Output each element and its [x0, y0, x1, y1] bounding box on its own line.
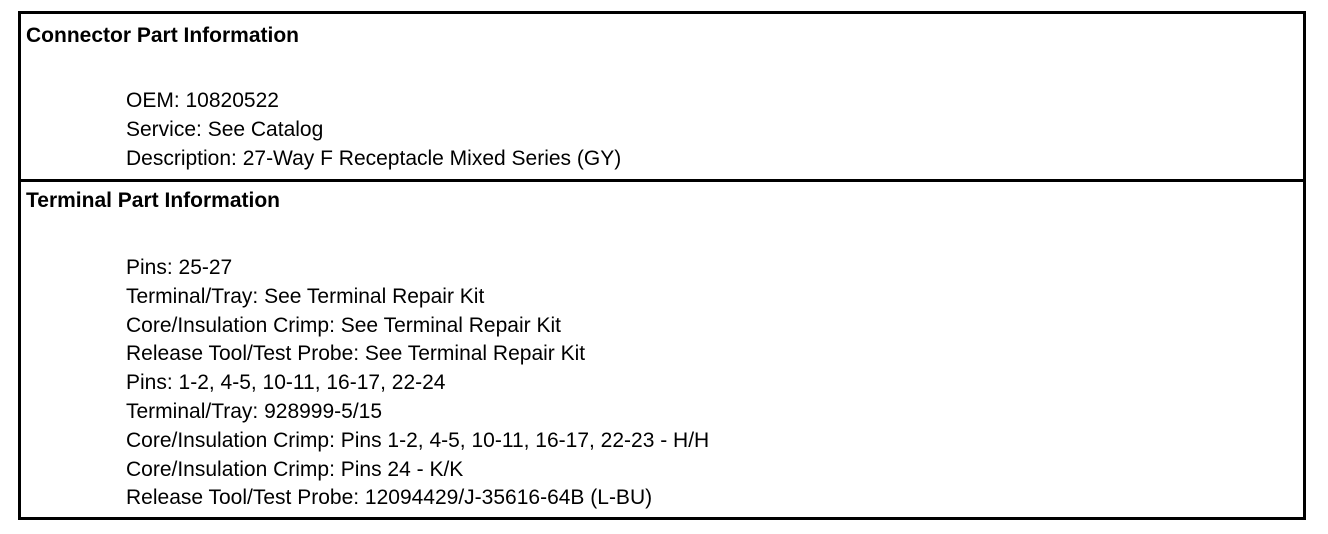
part-information-table: Connector Part Information OEM: 10820522…	[18, 11, 1306, 520]
terminal-line: Core/Insulation Crimp: Pins 24 - K/K	[126, 457, 464, 481]
connector-description: Description: 27-Way F Receptacle Mixed S…	[126, 146, 622, 170]
terminal-line: Pins: 1-2, 4-5, 10-11, 16-17, 22-24	[126, 371, 446, 395]
terminal-line: Core/Insulation Crimp: See Terminal Repa…	[126, 313, 561, 337]
terminal-line: Release Tool/Test Probe: See Terminal Re…	[126, 342, 586, 366]
connector-oem: OEM: 10820522	[126, 89, 279, 112]
terminal-line: Core/Insulation Crimp: Pins 1-2, 4-5, 10…	[126, 428, 710, 452]
terminal-line: Release Tool/Test Probe: 12094429/J-3561…	[126, 486, 653, 510]
terminal-line: Terminal/Tray: See Terminal Repair Kit	[126, 284, 485, 308]
terminal-line: Pins: 25-27	[126, 256, 233, 279]
terminal-section-title: Terminal Part Information	[26, 189, 280, 212]
connector-service: Service: See Catalog	[126, 117, 324, 141]
section-divider	[21, 179, 1303, 182]
terminal-details: Pins: 25-27 Terminal/Tray: See Terminal …	[126, 254, 709, 513]
connector-section-title: Connector Part Information	[26, 24, 300, 47]
connector-details: OEM: 10820522 Service: See Catalog Descr…	[126, 87, 621, 173]
terminal-line: Terminal/Tray: 928999-5/15	[126, 399, 383, 423]
